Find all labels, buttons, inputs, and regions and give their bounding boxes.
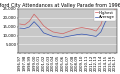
Highest (100, 24, 102, 25)
Highest (38, 19, 40, 20)
Average (33, 21, 35, 22)
Average (43, 32, 44, 33)
Highest (81, 27, 82, 28)
Average (38, 26, 40, 27)
Highest (43, 25, 44, 26)
Highest (33, 14, 35, 15)
Highest (76, 28, 78, 29)
Average (62, 37, 63, 38)
Average (110, 18, 111, 19)
Highest (48, 29, 49, 30)
Average (95, 36, 97, 37)
Highest (57, 32, 59, 33)
Average (72, 35, 73, 36)
Average (48, 34, 49, 35)
Average (114, 19, 116, 20)
Line: Average: Average (20, 19, 115, 37)
Average (81, 34, 82, 35)
Highest (72, 30, 73, 31)
Highest (91, 29, 92, 30)
Average (91, 35, 92, 36)
Average (86, 34, 87, 35)
Highest (24, 24, 25, 25)
Highest (86, 28, 87, 29)
Average (76, 34, 78, 35)
Highest (105, 10, 106, 11)
Legend: Highest, Average: Highest, Average (94, 10, 116, 21)
Average (24, 28, 25, 29)
Highest (29, 21, 30, 22)
Line: Highest: Highest (20, 10, 115, 34)
Highest (95, 31, 97, 32)
Average (67, 36, 68, 37)
Average (52, 36, 54, 37)
Highest (114, 9, 116, 10)
Title: Bradford City Attendances at Valley Parade from 1996 to present: Bradford City Attendances at Valley Para… (0, 3, 120, 8)
Average (57, 36, 59, 37)
Highest (110, 11, 111, 12)
Highest (62, 33, 63, 34)
Average (105, 21, 106, 22)
